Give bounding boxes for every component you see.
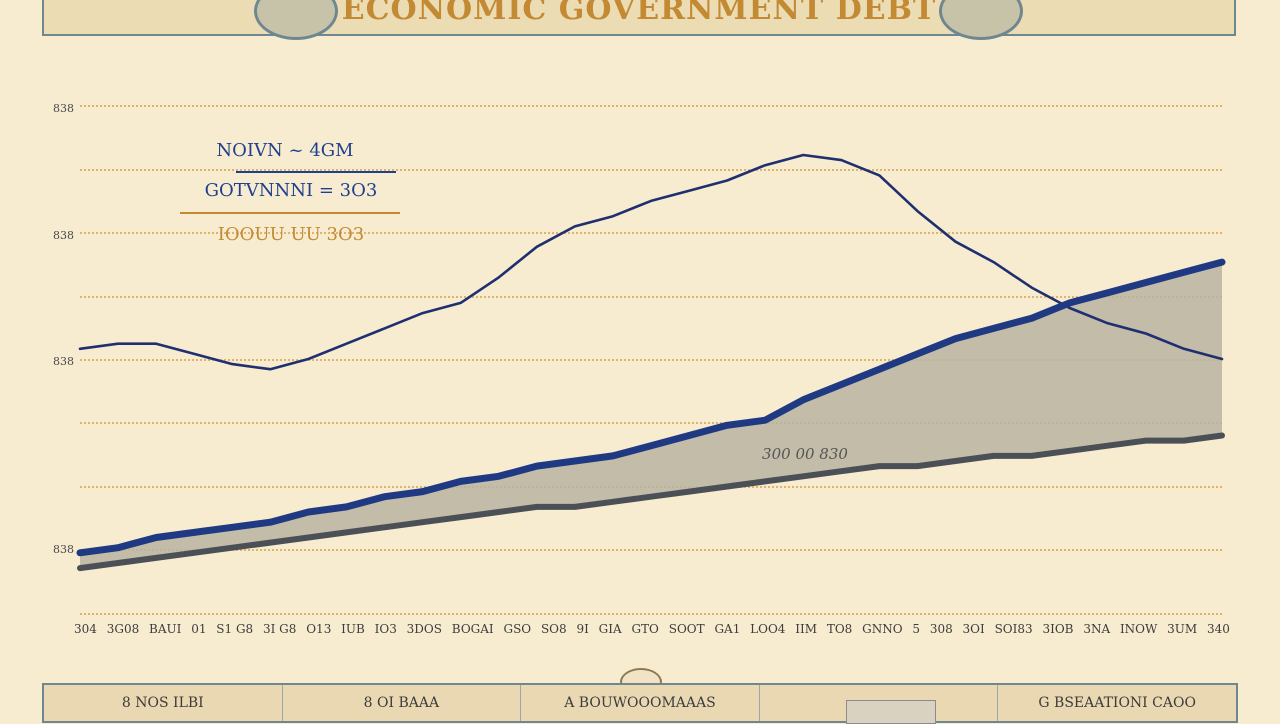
legend-entry: IOOUU UU 3O3 — [217, 224, 365, 245]
x-tick-label: 3G08 — [106, 622, 140, 636]
title-banner: ECONOMIC GOVERNMENT DEBT — [42, 0, 1236, 40]
y-tick-label: 838 — [53, 543, 74, 556]
series-line-peak — [78, 153, 1224, 371]
x-tick-label: LOO4 — [750, 622, 786, 636]
x-tick-label: 5 — [912, 622, 921, 636]
chart-title: ECONOMIC GOVERNMENT DEBT — [341, 0, 937, 27]
x-tick-label: GA1 — [714, 622, 741, 636]
x-tick-label: GTO — [631, 622, 659, 636]
footer-cell: 8 OI BAAA — [283, 685, 522, 721]
y-tick-label: 838 — [53, 355, 74, 368]
x-axis-ticks: 304 3G08 BAUI 01 S1 G8 3I G8 O13 IUB IO3 3DOS BOGA… — [74, 622, 1230, 636]
x-tick-label: 308 — [929, 622, 953, 636]
x-tick-label: GNNO — [862, 622, 903, 636]
series-line-lower — [77, 432, 1225, 572]
footer-cell: G BSEAATIONI CAOO — [1038, 695, 1196, 711]
x-tick-label: IIM — [795, 622, 818, 636]
x-tick-label: SOI83 — [994, 622, 1033, 636]
engraving-thumbnail — [846, 700, 936, 724]
x-tick-label: 9I — [576, 622, 589, 636]
x-tick-label: 340 — [1207, 622, 1230, 636]
x-tick-label: INOW — [1119, 622, 1158, 636]
x-tick-label: BAUI — [149, 622, 182, 636]
x-tick-label: S1 G8 — [216, 622, 254, 636]
x-tick-label: 3DOS — [406, 622, 442, 636]
footer-cell: 8 NOS ILBI — [44, 685, 283, 721]
legend-rule — [180, 212, 400, 214]
x-tick-label: GIA — [598, 622, 622, 636]
x-tick-label: BOGAI — [451, 622, 494, 636]
x-tick-label: 3I G8 — [262, 622, 297, 636]
x-tick-label: 3UM — [1167, 622, 1198, 636]
x-tick-label: SOOT — [668, 622, 705, 636]
x-tick-label: IO3 — [374, 622, 397, 636]
y-tick-label: 838 — [53, 102, 74, 115]
series-line-upper — [76, 258, 1226, 557]
footer-cell: A BOUWOOOMAAAS — [521, 685, 760, 721]
footer-table: 8 NOS ILBI 8 OI BAAA A BOUWOOOMAAAS G BS… — [42, 683, 1238, 723]
legend-rule — [236, 171, 396, 173]
x-tick-label: O13 — [306, 622, 332, 636]
x-tick-label: 304 — [74, 622, 97, 636]
x-tick-label: 3IOB — [1042, 622, 1074, 636]
footer-cell — [760, 685, 999, 721]
series-lines — [76, 153, 1226, 572]
y-tick-label: 838 — [53, 229, 74, 242]
x-tick-label: GSO — [503, 622, 532, 636]
x-tick-label: 01 — [191, 622, 207, 636]
band-annotation: 300 00 830 — [762, 445, 848, 463]
x-tick-label: 3NA — [1083, 622, 1111, 636]
legend-entry: NOIVN ~ 4GM — [216, 140, 354, 161]
x-tick-label: SO8 — [540, 622, 567, 636]
x-tick-label: TO8 — [826, 622, 853, 636]
x-tick-label: IUB — [341, 622, 365, 636]
x-tick-label: 3OI — [962, 622, 985, 636]
legend-entry: GOTVNNNI = 3O3 — [204, 180, 378, 201]
